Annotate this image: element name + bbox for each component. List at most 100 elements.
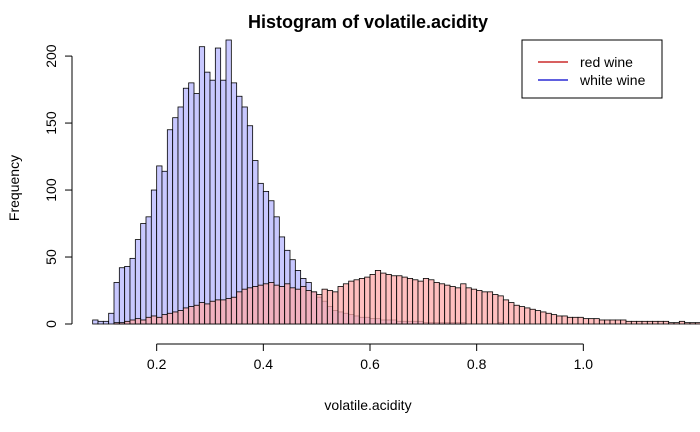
bar-red-wine [241, 288, 248, 325]
bar-red-wine [214, 299, 222, 325]
bar-red-wine [486, 291, 494, 325]
bar-red-wine [124, 320, 131, 325]
bar-white-wine [161, 170, 168, 325]
chart-title: Histogram of volatile.acidity [248, 12, 488, 32]
bar-red-wine [684, 322, 691, 325]
bar-red-wine [598, 319, 606, 325]
bar-red-wine [380, 272, 387, 325]
x-tick-label: 0.2 [147, 356, 167, 372]
bar-red-wine [593, 318, 600, 325]
bar-red-wine [636, 320, 643, 325]
bar-red-wine [433, 282, 440, 325]
bar-white-wine [172, 117, 179, 325]
bar-red-wine [358, 278, 366, 325]
bar-red-wine [348, 280, 355, 325]
bar-red-wine [625, 320, 632, 325]
bar-red-wine [198, 302, 206, 325]
bar-red-wine [534, 310, 542, 325]
y-axis: 0 50 100 150 200 [43, 44, 73, 328]
bar-red-wine [209, 300, 216, 325]
bar-red-wine [689, 322, 696, 325]
bar-red-wine [540, 311, 547, 325]
bar-red-wine [577, 316, 584, 325]
bar-red-wine [337, 286, 344, 325]
x-axis-label: volatile.acidity [324, 397, 411, 413]
bar-red-wine [662, 320, 670, 325]
bar-red-wine [444, 284, 451, 325]
bar-red-wine [449, 286, 456, 325]
bar-red-wine [342, 283, 350, 325]
bar-red-wine [134, 318, 142, 325]
bar-white-wine [236, 95, 243, 325]
bar-red-wine [673, 322, 680, 325]
bar-red-wine [497, 295, 504, 325]
x-tick-label: 0.8 [467, 356, 487, 372]
y-tick-label: 150 [43, 111, 59, 135]
y-tick-label: 100 [43, 178, 59, 202]
bar-red-wine [513, 304, 520, 325]
bar-white-wine [182, 87, 190, 325]
bar-red-wine [294, 288, 302, 325]
bar-red-wine [273, 284, 280, 325]
bar-red-wine [220, 299, 227, 325]
bar-red-wine [465, 287, 472, 325]
histogram-bars [92, 39, 700, 325]
bar-red-wine [369, 274, 376, 325]
legend-label-white-wine: white wine [579, 72, 646, 88]
bar-red-wine [289, 287, 296, 325]
bar-white-wine [214, 47, 222, 325]
bar-white-wine [140, 223, 147, 325]
bar-white-wine [166, 129, 174, 325]
bar-white-wine [145, 216, 152, 325]
bar-red-wine [678, 320, 686, 325]
bar-white-wine [118, 267, 126, 325]
bar-red-wine [364, 276, 371, 325]
x-tick-label: 1.0 [574, 356, 594, 372]
bar-red-wine [278, 286, 286, 325]
bar-red-wine [502, 299, 510, 325]
bar-red-wine [193, 304, 200, 325]
bar-white-wine [108, 312, 115, 325]
bar-red-wine [492, 294, 499, 325]
bar-white-wine [102, 320, 110, 325]
bar-red-wine [353, 279, 360, 325]
bar-white-wine [92, 319, 99, 325]
bar-white-wine [129, 257, 136, 325]
bar-red-wine [257, 284, 264, 325]
bar-white-wine [209, 79, 216, 325]
bar-red-wine [604, 319, 611, 325]
bar-red-wine [332, 291, 339, 325]
legend: red wine white wine [521, 39, 663, 99]
legend-box [521, 39, 663, 99]
bar-red-wine [305, 290, 312, 325]
bar-white-wine [225, 39, 232, 325]
bar-red-wine [150, 315, 158, 325]
bar-red-wine [694, 322, 700, 325]
x-tick-label: 0.6 [360, 356, 380, 372]
bar-red-wine [268, 282, 275, 325]
y-tick-label: 200 [43, 44, 59, 68]
bar-red-wine [438, 283, 446, 325]
bar-red-wine [582, 318, 590, 325]
bar-red-wine [422, 278, 430, 325]
bar-red-wine [454, 287, 462, 325]
bar-red-wine [572, 316, 579, 325]
bar-red-wine [401, 276, 408, 325]
bar-red-wine [316, 294, 323, 325]
bar-red-wine [326, 290, 334, 325]
bar-red-wine [460, 283, 467, 325]
bar-white-wine [150, 189, 158, 325]
bar-red-wine [524, 307, 531, 325]
bar-red-wine [390, 275, 398, 325]
bar-red-wine [561, 315, 568, 325]
bar-red-wine [481, 291, 488, 325]
bar-white-wine [113, 282, 120, 325]
bar-red-wine [646, 320, 654, 325]
bar-white-wine [134, 239, 142, 325]
bar-red-wine [118, 322, 126, 325]
bar-red-wine [252, 286, 259, 325]
bar-red-wine [140, 319, 147, 325]
bar-red-wine [529, 308, 536, 325]
bar-white-wine [193, 93, 200, 325]
